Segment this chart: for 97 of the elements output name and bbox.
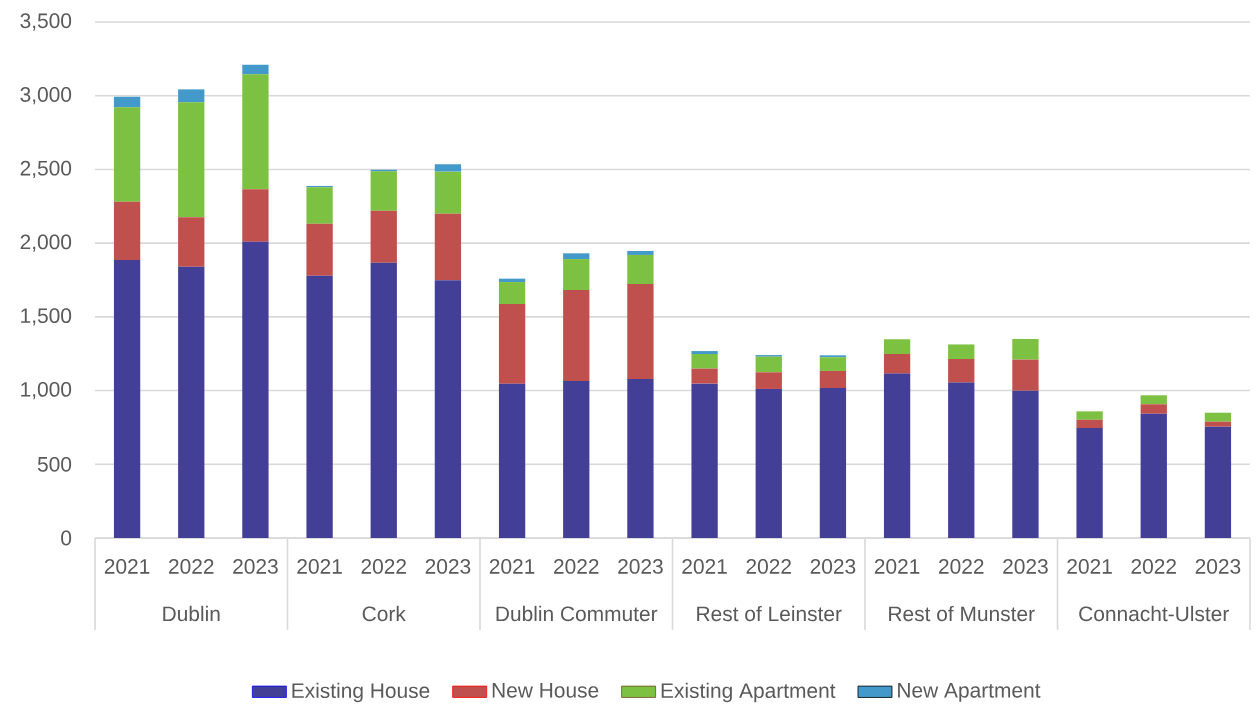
bar [434,213,462,281]
bar [755,356,782,373]
x-tick-label: 2021 [874,559,920,574]
x-tick-label: 2023 [1003,559,1048,574]
bar [563,259,590,291]
bar [1076,428,1103,538]
bar [755,372,782,389]
x-tick-label: 2022 [361,559,406,574]
bar [755,388,782,538]
x-tick-label: 2023 [618,559,663,574]
text: Cork [362,605,406,622]
legend-label: New House [492,683,599,698]
y-tick-label: 500 [37,456,72,472]
text: Rest of Munster [889,605,1035,622]
x-tick-label: 2022 [746,559,791,574]
x-tick-label: 2021 [104,559,150,574]
y-tick-label: 3,000 [20,87,72,105]
bar [306,223,333,276]
bar [883,354,911,374]
bar [627,250,654,255]
bar [819,370,847,389]
y-tick-label: 2,000 [20,234,72,252]
bar [883,339,911,355]
bar [242,189,269,242]
bar [178,217,205,267]
bar [113,107,141,202]
bar [1012,390,1039,538]
x-tick-label: 2023 [233,559,278,574]
y-tick-label: 1,000 [21,381,72,400]
bar [819,357,847,371]
x-tick-label: 2022 [554,559,599,574]
bar [242,241,269,538]
bar [1204,412,1232,422]
bar [627,379,654,538]
bar [1076,411,1103,420]
bar [1204,421,1232,427]
bar [1140,395,1167,405]
bar [563,253,590,260]
bar [948,344,975,360]
x-tick-label: 2021 [1067,559,1112,574]
x-tick-label: 2023 [425,559,471,574]
bar [1012,338,1039,360]
bar [883,373,911,538]
bar [113,201,141,260]
bar [498,304,526,384]
x-tick-label: 2022 [939,559,984,574]
text: Rest of Leinster [697,605,842,622]
legend-label: New Apartment [898,683,1041,702]
bar [819,388,847,538]
bar [178,266,205,538]
bar [370,171,397,211]
bar [370,262,397,538]
bar [948,359,975,383]
y-tick-label: 1,500 [21,308,72,326]
bar [1140,413,1167,538]
x-tick-label: 2021 [297,559,342,574]
bar [434,164,462,172]
bar [691,368,718,384]
text: Dublin Commuter [496,605,658,622]
y-tick-label: 2,500 [20,160,72,179]
x-tick-label: 2022 [1131,559,1176,574]
bar [113,96,141,108]
bar [498,383,526,538]
bar [306,275,333,538]
bar [434,280,462,538]
bar [627,283,654,380]
bar [113,259,141,538]
legend-label: Existing House [292,682,430,703]
bar [1204,426,1232,538]
text: Connacht-Ulster [1079,605,1229,622]
bar [178,102,205,218]
bar [242,74,269,190]
y-tick-label: 0 [61,530,72,546]
bar [434,171,462,214]
bar [306,187,333,224]
y-tick-label: 3,500 [20,13,72,31]
x-tick-label: 2023 [810,559,856,574]
bar [370,210,397,263]
x-tick-label: 2023 [1195,559,1241,574]
bar [563,290,590,381]
bar [691,383,718,538]
x-tick-label: 2021 [682,559,727,574]
bar [178,89,205,103]
legend-label: Existing Apartment [661,682,836,703]
bar [1076,419,1103,429]
bar [691,354,718,369]
bar [948,382,975,538]
bar [1012,359,1039,391]
x-tick-label: 2022 [169,559,214,574]
bar [498,282,526,305]
x-tick-label: 2021 [489,559,535,574]
bar [242,64,269,75]
bar [691,351,718,355]
text: Dublin [163,605,220,622]
bar [627,254,654,284]
bar [563,380,590,538]
bar [1140,404,1167,414]
